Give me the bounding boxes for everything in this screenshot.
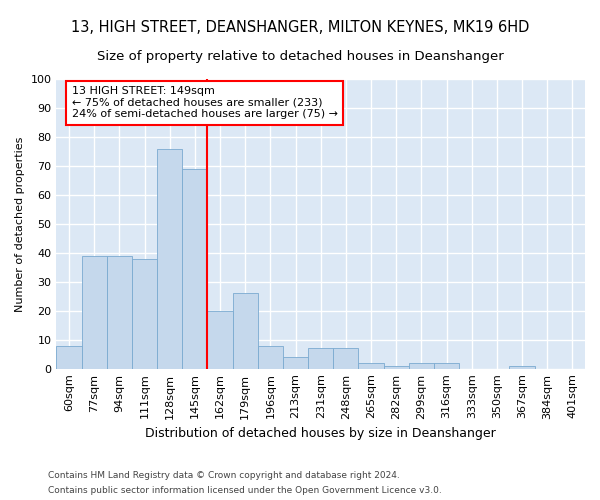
Bar: [434, 363, 459, 368]
Bar: [233, 294, 258, 368]
Y-axis label: Number of detached properties: Number of detached properties: [15, 136, 25, 312]
Text: Contains public sector information licensed under the Open Government Licence v3: Contains public sector information licen…: [48, 486, 442, 495]
Bar: [56, 346, 82, 368]
Text: Size of property relative to detached houses in Deanshanger: Size of property relative to detached ho…: [97, 50, 503, 63]
Bar: [107, 256, 132, 368]
Bar: [308, 348, 333, 368]
Text: 13, HIGH STREET, DEANSHANGER, MILTON KEYNES, MK19 6HD: 13, HIGH STREET, DEANSHANGER, MILTON KEY…: [71, 20, 529, 35]
Bar: [208, 310, 233, 368]
Bar: [283, 357, 308, 368]
Bar: [258, 346, 283, 368]
Bar: [333, 348, 358, 368]
Bar: [383, 366, 409, 368]
Bar: [157, 148, 182, 368]
Bar: [409, 363, 434, 368]
X-axis label: Distribution of detached houses by size in Deanshanger: Distribution of detached houses by size …: [145, 427, 496, 440]
Text: 13 HIGH STREET: 149sqm
← 75% of detached houses are smaller (233)
24% of semi-de: 13 HIGH STREET: 149sqm ← 75% of detached…: [71, 86, 338, 120]
Bar: [182, 169, 208, 368]
Text: Contains HM Land Registry data © Crown copyright and database right 2024.: Contains HM Land Registry data © Crown c…: [48, 471, 400, 480]
Bar: [509, 366, 535, 368]
Bar: [82, 256, 107, 368]
Bar: [358, 363, 383, 368]
Bar: [132, 258, 157, 368]
